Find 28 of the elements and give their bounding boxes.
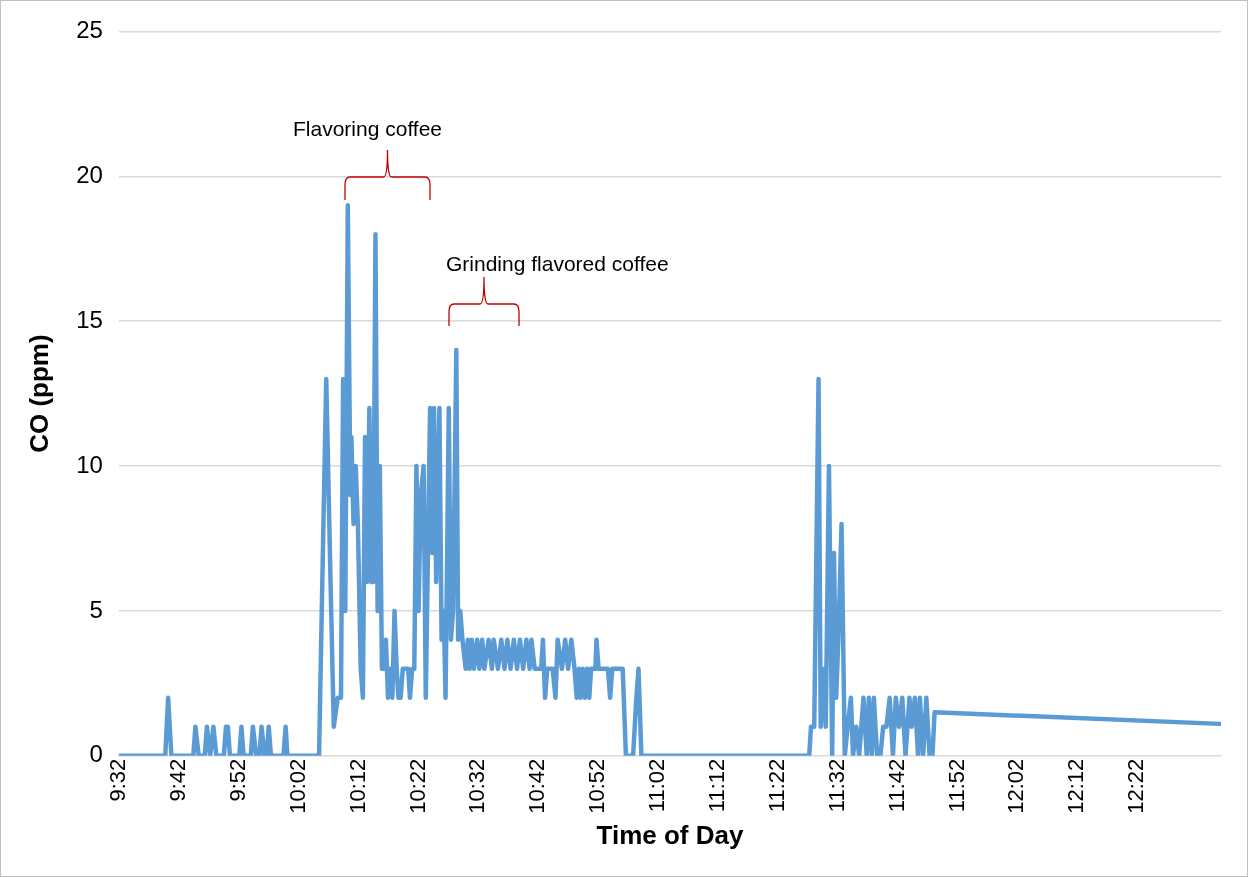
- x-tick-label: 12:02: [1003, 758, 1029, 814]
- x-tick-label: 11:12: [703, 758, 729, 813]
- x-tick-label: 10:12: [344, 758, 370, 814]
- annotation: Flavoring coffee: [293, 117, 443, 140]
- x-tick-label: 12:12: [1063, 758, 1089, 814]
- x-tick-label: 10:42: [524, 758, 550, 814]
- x-tick-label: 11:02: [644, 758, 670, 813]
- x-tick-label: 10:22: [404, 758, 430, 814]
- x-tick-label: 12:22: [1123, 758, 1149, 814]
- annotation: Grinding flavored coffee: [446, 252, 669, 275]
- x-tick-label: 11:32: [823, 758, 849, 813]
- y-tick-label: 0: [89, 740, 103, 768]
- x-tick-label: 11:52: [943, 758, 969, 813]
- y-tick-label: 20: [76, 160, 103, 188]
- x-tick-label: 11:22: [763, 758, 789, 813]
- x-tick-label: 10:52: [584, 758, 610, 814]
- x-tick-label: 9:42: [164, 758, 190, 802]
- y-tick-label: 15: [76, 305, 103, 333]
- x-tick-label: 9:52: [224, 758, 250, 802]
- y-tick-label: 10: [76, 450, 103, 478]
- x-tick-label: 10:02: [284, 758, 310, 814]
- y-tick-label: 25: [76, 16, 103, 44]
- x-axis-title: Time of Day: [596, 819, 744, 850]
- x-tick-label: 10:32: [464, 758, 490, 814]
- y-axis-title: CO (ppm): [23, 334, 54, 453]
- x-tick-label: 11:42: [883, 758, 909, 813]
- x-tick-label: 9:32: [105, 758, 131, 802]
- y-tick-label: 5: [89, 595, 103, 623]
